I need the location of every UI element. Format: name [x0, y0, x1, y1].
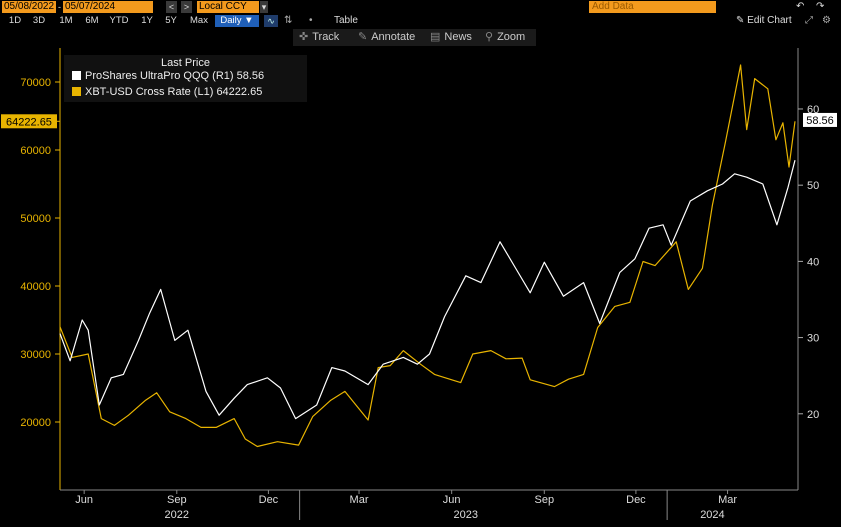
legend-value: 58.56: [236, 70, 265, 82]
period-3d[interactable]: 3D: [32, 15, 46, 26]
right-tick-label: 60: [807, 104, 819, 116]
right-tick-label: 20: [807, 409, 819, 421]
currency-dropdown-icon[interactable]: ▾: [260, 1, 268, 13]
x-month-label: Mar: [718, 494, 737, 506]
track-button[interactable]: ✜ Track: [299, 31, 340, 43]
left-tick-label: 40000: [20, 281, 51, 293]
legend-item-tqqq: ProShares UltraPro QQQ (R1) 58.56: [72, 70, 264, 82]
right-tick-label: 40: [807, 256, 819, 268]
left-last-value-tag: [1, 114, 57, 129]
annotation-bar: ✜ Track ✎ Annotate ▤ News ⚲ Zoom: [293, 29, 536, 46]
x-month-label: Dec: [626, 494, 646, 506]
chart-style-icon[interactable]: ⇅: [284, 15, 293, 26]
frequency-select[interactable]: Daily ▼: [215, 15, 259, 27]
x-month-label: Sep: [167, 494, 187, 506]
legend-swatch-white: [72, 71, 81, 80]
period-1y[interactable]: 1Y: [141, 15, 153, 26]
x-year-label: 2024: [700, 509, 724, 521]
x-year-label: 2023: [454, 509, 478, 521]
expand-icon[interactable]: ⤢: [805, 15, 813, 26]
series-line-xbt: [59, 64, 796, 448]
annotate-button[interactable]: ✎ Annotate: [358, 31, 416, 43]
table-button[interactable]: Table: [334, 15, 358, 26]
legend: Last Price ProShares UltraPro QQQ (R1) 5…: [64, 55, 307, 102]
end-date-field[interactable]: 05/07/2024: [63, 1, 153, 13]
pencil-icon: ✎: [358, 31, 368, 43]
period-6m[interactable]: 6M: [85, 15, 99, 26]
news-button[interactable]: ▤ News: [430, 31, 472, 43]
x-month-label: Dec: [259, 494, 279, 506]
next-period-button[interactable]: >: [181, 1, 192, 13]
news-icon: ▤: [430, 31, 441, 43]
right-last-value-tag: [803, 112, 837, 127]
chart-toolbar: 05/08/2022 - 05/07/2024 < > Local CCY ▾ …: [0, 0, 841, 29]
period-max[interactable]: Max: [190, 15, 208, 26]
legend-label: XBT-USD Cross Rate (L1): [85, 86, 214, 98]
x-month-label: Jun: [443, 494, 461, 506]
currency-select[interactable]: Local CCY: [197, 1, 259, 13]
start-date-field[interactable]: 05/08/2022: [2, 1, 56, 13]
zoom-button[interactable]: ⚲ Zoom: [485, 31, 526, 43]
edit-chart-button[interactable]: ✎ Edit Chart: [736, 15, 792, 26]
add-data-input[interactable]: Add Data: [589, 1, 716, 13]
left-tick-label: 50000: [20, 213, 51, 225]
undo-icon[interactable]: ↶: [796, 1, 805, 12]
left-tick-label: 60000: [20, 145, 51, 157]
period-1m[interactable]: 1M: [59, 15, 73, 26]
period-1d[interactable]: 1D: [8, 15, 22, 26]
right-tick-label: 50: [807, 180, 819, 192]
x-month-label: Sep: [535, 494, 555, 506]
search-icon: ⚲: [485, 31, 494, 43]
line-chart-icon[interactable]: ∿: [264, 15, 278, 27]
crosshair-icon: ✜: [299, 31, 309, 43]
legend-item-xbt: XBT-USD Cross Rate (L1) 64222.65: [72, 86, 262, 98]
x-month-label: Jun: [75, 494, 93, 506]
left-tick-label: 70000: [20, 77, 51, 89]
x-month-label: Mar: [350, 494, 369, 506]
series-line-tqqq: [59, 160, 796, 420]
period-ytd[interactable]: YTD: [109, 15, 129, 26]
period-5y[interactable]: 5Y: [165, 15, 177, 26]
legend-title: Last Price: [161, 57, 210, 69]
more-options-icon[interactable]: •: [309, 15, 313, 26]
right-last-value-text: 58.56: [806, 115, 834, 127]
left-last-value-text: 64222.65: [6, 116, 52, 128]
redo-icon[interactable]: ↷: [816, 1, 825, 12]
left-tick-label: 30000: [20, 349, 51, 361]
left-tick-label: 20000: [20, 417, 51, 429]
legend-swatch-gold: [72, 87, 81, 96]
legend-label: ProShares UltraPro QQQ (R1): [85, 70, 234, 82]
x-year-label: 2022: [165, 509, 189, 521]
date-separator: -: [56, 1, 63, 13]
legend-value: 64222.65: [216, 86, 263, 98]
gear-icon[interactable]: ⚙: [822, 15, 831, 26]
prev-period-button[interactable]: <: [166, 1, 177, 13]
right-tick-label: 30: [807, 333, 819, 345]
